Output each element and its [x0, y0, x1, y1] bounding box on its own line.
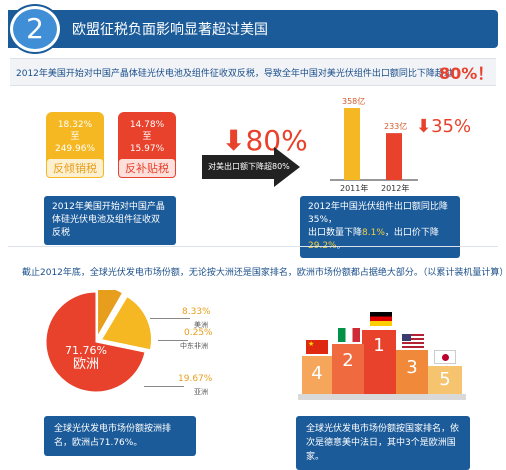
pie-leader-line — [158, 340, 188, 341]
change-label: ⬇35% — [416, 116, 471, 137]
intro-highlight: 80%！ — [439, 64, 494, 83]
section-number-badge: 2 — [10, 6, 60, 52]
bar-value-label: 358亿 — [342, 97, 366, 106]
bar-1 — [344, 108, 360, 180]
arrow-down-icon: ⬇ — [222, 124, 246, 157]
anti-dumping-label: 反倾销税 — [46, 158, 104, 178]
intro-text: 2012年美国开始对中国产晶体硅光伏电池及组件征收双反税，导致全年中国对美光伏组… — [16, 69, 453, 79]
pie-americas-name: 美洲 — [194, 321, 208, 329]
export-note: 2012年中国光伏组件出口额同比降35%， 出口数量下降8.1%，出口价下降29… — [300, 196, 460, 258]
tariff-note: 2012年美国开始对中国产晶体硅光伏电池及组件征收双反税 — [44, 196, 176, 245]
pie-slice-3 — [98, 292, 126, 338]
pie-asia-name: 亚洲 — [194, 388, 208, 396]
pie-meafrica-name: 中东非洲 — [180, 342, 208, 350]
section-banner — [8, 10, 498, 48]
market-share-pie — [45, 290, 152, 393]
pie-slice-2 — [97, 290, 124, 339]
pie-europe-name: 欧洲 — [72, 357, 99, 372]
bar-x-tick: 2012年 — [381, 184, 410, 193]
pie-europe-value: 71.76% — [65, 344, 107, 357]
china-flag: ★ — [306, 340, 328, 354]
anti-dumping-to: 至 — [70, 132, 80, 142]
decline-caption: 对美出口额下降超80% — [208, 162, 290, 171]
pie-slice-4 — [100, 295, 152, 351]
podium-rank-3: 3 — [396, 350, 428, 394]
arrow-right-icon — [202, 155, 274, 179]
anti-dumping-min: 18.32% — [57, 120, 93, 130]
podium-note: 全球光伏发电市场份额按国家排名，依次是德意美中法日，其中3个是欧洲国家。 — [296, 416, 470, 470]
podium-base — [298, 394, 466, 400]
pie-leader-line — [150, 318, 190, 319]
anti-subsidy-max: 15.97% — [129, 144, 165, 154]
anti-dumping-max: 249.96% — [54, 144, 96, 154]
intro-band — [10, 58, 496, 86]
export-note-line2: 出口数量下降8.1%，出口价下降29.2%。 — [308, 228, 439, 251]
pie-asia-value: 19.67% — [178, 374, 213, 384]
pie-meafrica-value: 0.25% — [184, 328, 213, 338]
podium-rank-5: 5 — [428, 366, 462, 394]
pie-main-label: 71.76% 欧洲 — [58, 344, 114, 372]
podium-rank-1: 1 — [362, 330, 396, 394]
podium-rank-4: 4 — [302, 356, 332, 394]
section2-text: 截止2012年底，全球光伏发电市场份额，无论按大洲还是国家排名，欧洲市场份额都占… — [22, 268, 506, 278]
export-bar-chart — [330, 108, 418, 181]
bar-x-tick: 2011年 — [340, 184, 369, 193]
bar-2 — [386, 133, 402, 180]
anti-subsidy-to: 至 — [142, 132, 152, 142]
bar-value-label: 233亿 — [384, 122, 408, 132]
podium-rank-2: 2 — [332, 344, 364, 394]
arrow-head — [274, 147, 300, 187]
anti-subsidy-min: 14.78% — [129, 120, 165, 130]
anti-subsidy-label: 反补贴税 — [118, 158, 176, 178]
usa-flag — [402, 334, 424, 348]
section-title: 欧盟征税负面影响显著超过美国 — [72, 22, 268, 38]
arrow-down-icon: ⬇ — [416, 116, 432, 137]
export-note-line1: 2012年中国光伏组件出口额同比降35%， — [308, 202, 448, 225]
divider — [8, 246, 498, 247]
pie-leader-line — [144, 386, 184, 387]
italy-flag — [338, 328, 360, 342]
japan-flag — [434, 350, 456, 364]
change-value: 35% — [431, 116, 472, 137]
pie-slice-1 — [45, 291, 146, 393]
pie-note: 全球光伏发电市场份额按洲排名，欧洲占71.76%。 — [44, 416, 196, 456]
germany-flag — [370, 312, 392, 326]
pie-americas-value: 8.33% — [182, 307, 211, 317]
